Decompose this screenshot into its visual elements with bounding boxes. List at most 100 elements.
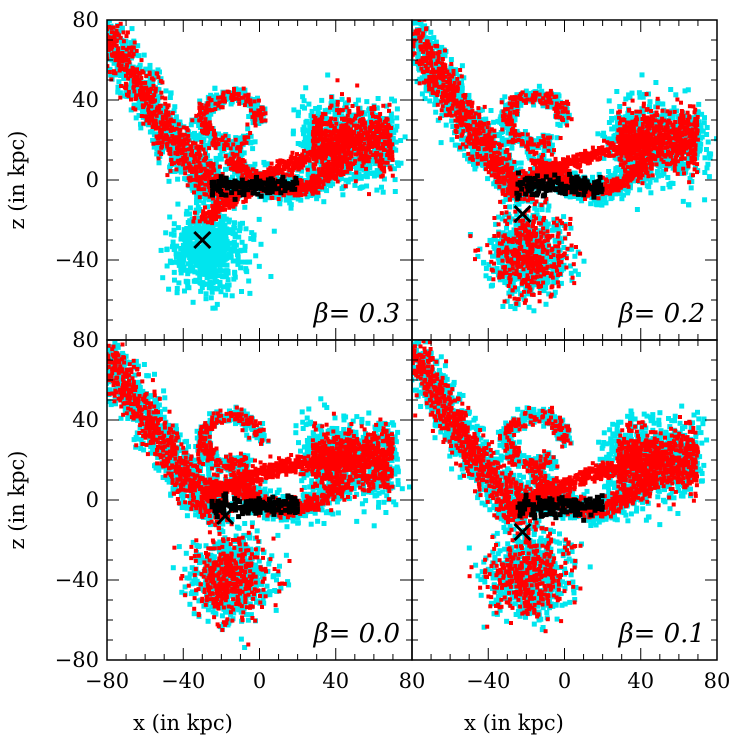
red-particle (339, 136, 344, 140)
red-particle (304, 154, 309, 159)
red-particle (323, 151, 328, 156)
red-particle (171, 161, 176, 166)
cyan-particle (284, 192, 289, 198)
red-particle (311, 114, 316, 119)
red-particle (390, 154, 395, 159)
cyan-particle (196, 216, 202, 221)
red-particle (226, 200, 231, 205)
cyan-particle (200, 246, 206, 252)
cyan-particle (147, 83, 153, 89)
red-particle (382, 165, 386, 170)
red-particle (139, 75, 144, 80)
cyan-particle (223, 273, 229, 278)
cyan-particle (225, 230, 231, 235)
red-particle (338, 172, 343, 177)
cyan-particle (178, 267, 184, 273)
red-particle (151, 99, 156, 104)
cyan-particle (196, 198, 202, 204)
cyan-particle (187, 205, 193, 211)
red-particle (231, 90, 236, 95)
red-particle (354, 134, 359, 139)
cyan-particle (171, 269, 177, 275)
red-particle (382, 131, 387, 136)
red-particle (194, 113, 199, 118)
cyan-particle (197, 280, 203, 286)
red-particle (152, 93, 157, 97)
red-particle (376, 136, 381, 141)
red-particle (258, 171, 263, 176)
cyan-particle (246, 278, 252, 284)
red-particle (200, 187, 205, 192)
cyan-particle (101, 33, 106, 38)
red-particle (344, 122, 349, 127)
red-particle (167, 151, 172, 156)
red-particle (340, 92, 344, 97)
red-particle (178, 141, 183, 146)
red-particle (124, 73, 128, 78)
red-particle (242, 103, 247, 108)
red-particle (194, 176, 199, 181)
red-particle (282, 163, 287, 168)
red-particle (241, 86, 246, 91)
red-particle (194, 145, 199, 150)
cyan-particle (156, 112, 162, 118)
red-particle (272, 172, 277, 177)
cyan-particle (187, 211, 192, 217)
cyan-particle (220, 274, 226, 279)
red-particle (368, 150, 373, 155)
cyan-particle (290, 131, 296, 137)
red-particle (326, 122, 331, 127)
red-particle (149, 76, 154, 81)
red-particle (329, 95, 334, 99)
cyan-particle (340, 184, 346, 190)
red-particle (182, 166, 187, 171)
cyan-particle (389, 96, 395, 102)
red-particle (201, 123, 206, 128)
red-particle (216, 103, 221, 108)
red-particle (281, 160, 286, 165)
red-particle (203, 157, 207, 162)
cyan-particle (236, 234, 242, 240)
red-particle (212, 136, 217, 141)
cyan-particle (225, 277, 231, 283)
red-particle (203, 216, 208, 221)
red-particle (131, 106, 136, 111)
red-particle (371, 114, 375, 119)
cyan-particle (359, 114, 365, 120)
cyan-particle (332, 114, 338, 120)
red-particle (189, 146, 193, 151)
red-particle (152, 109, 157, 114)
red-particle (295, 161, 300, 166)
red-particle (107, 35, 112, 40)
cyan-particle (316, 112, 322, 118)
red-particle (159, 90, 164, 95)
red-particle (113, 71, 118, 76)
red-particle (368, 137, 373, 142)
cyan-particle (217, 273, 222, 279)
red-particle (322, 122, 327, 127)
cyan-particle (198, 268, 204, 273)
red-particle (301, 148, 306, 153)
red-particle (150, 115, 155, 120)
cyan-particle (218, 258, 223, 264)
red-particle (118, 95, 123, 100)
red-particle (207, 146, 212, 151)
red-particle (201, 112, 206, 117)
red-particle (378, 146, 383, 151)
red-particle (146, 107, 151, 112)
red-particle (242, 137, 247, 142)
red-particle (198, 153, 203, 158)
red-particle (166, 123, 171, 128)
red-particle (189, 170, 194, 174)
cyan-particle (216, 131, 221, 137)
red-particle (313, 135, 318, 140)
red-particle (372, 132, 377, 137)
red-particle (252, 99, 257, 104)
red-particle (248, 131, 253, 135)
cyan-particle (136, 113, 142, 118)
red-particle (317, 133, 322, 138)
cyan-particle (122, 93, 128, 99)
cyan-particle (117, 28, 123, 34)
cyan-particle (296, 109, 301, 115)
